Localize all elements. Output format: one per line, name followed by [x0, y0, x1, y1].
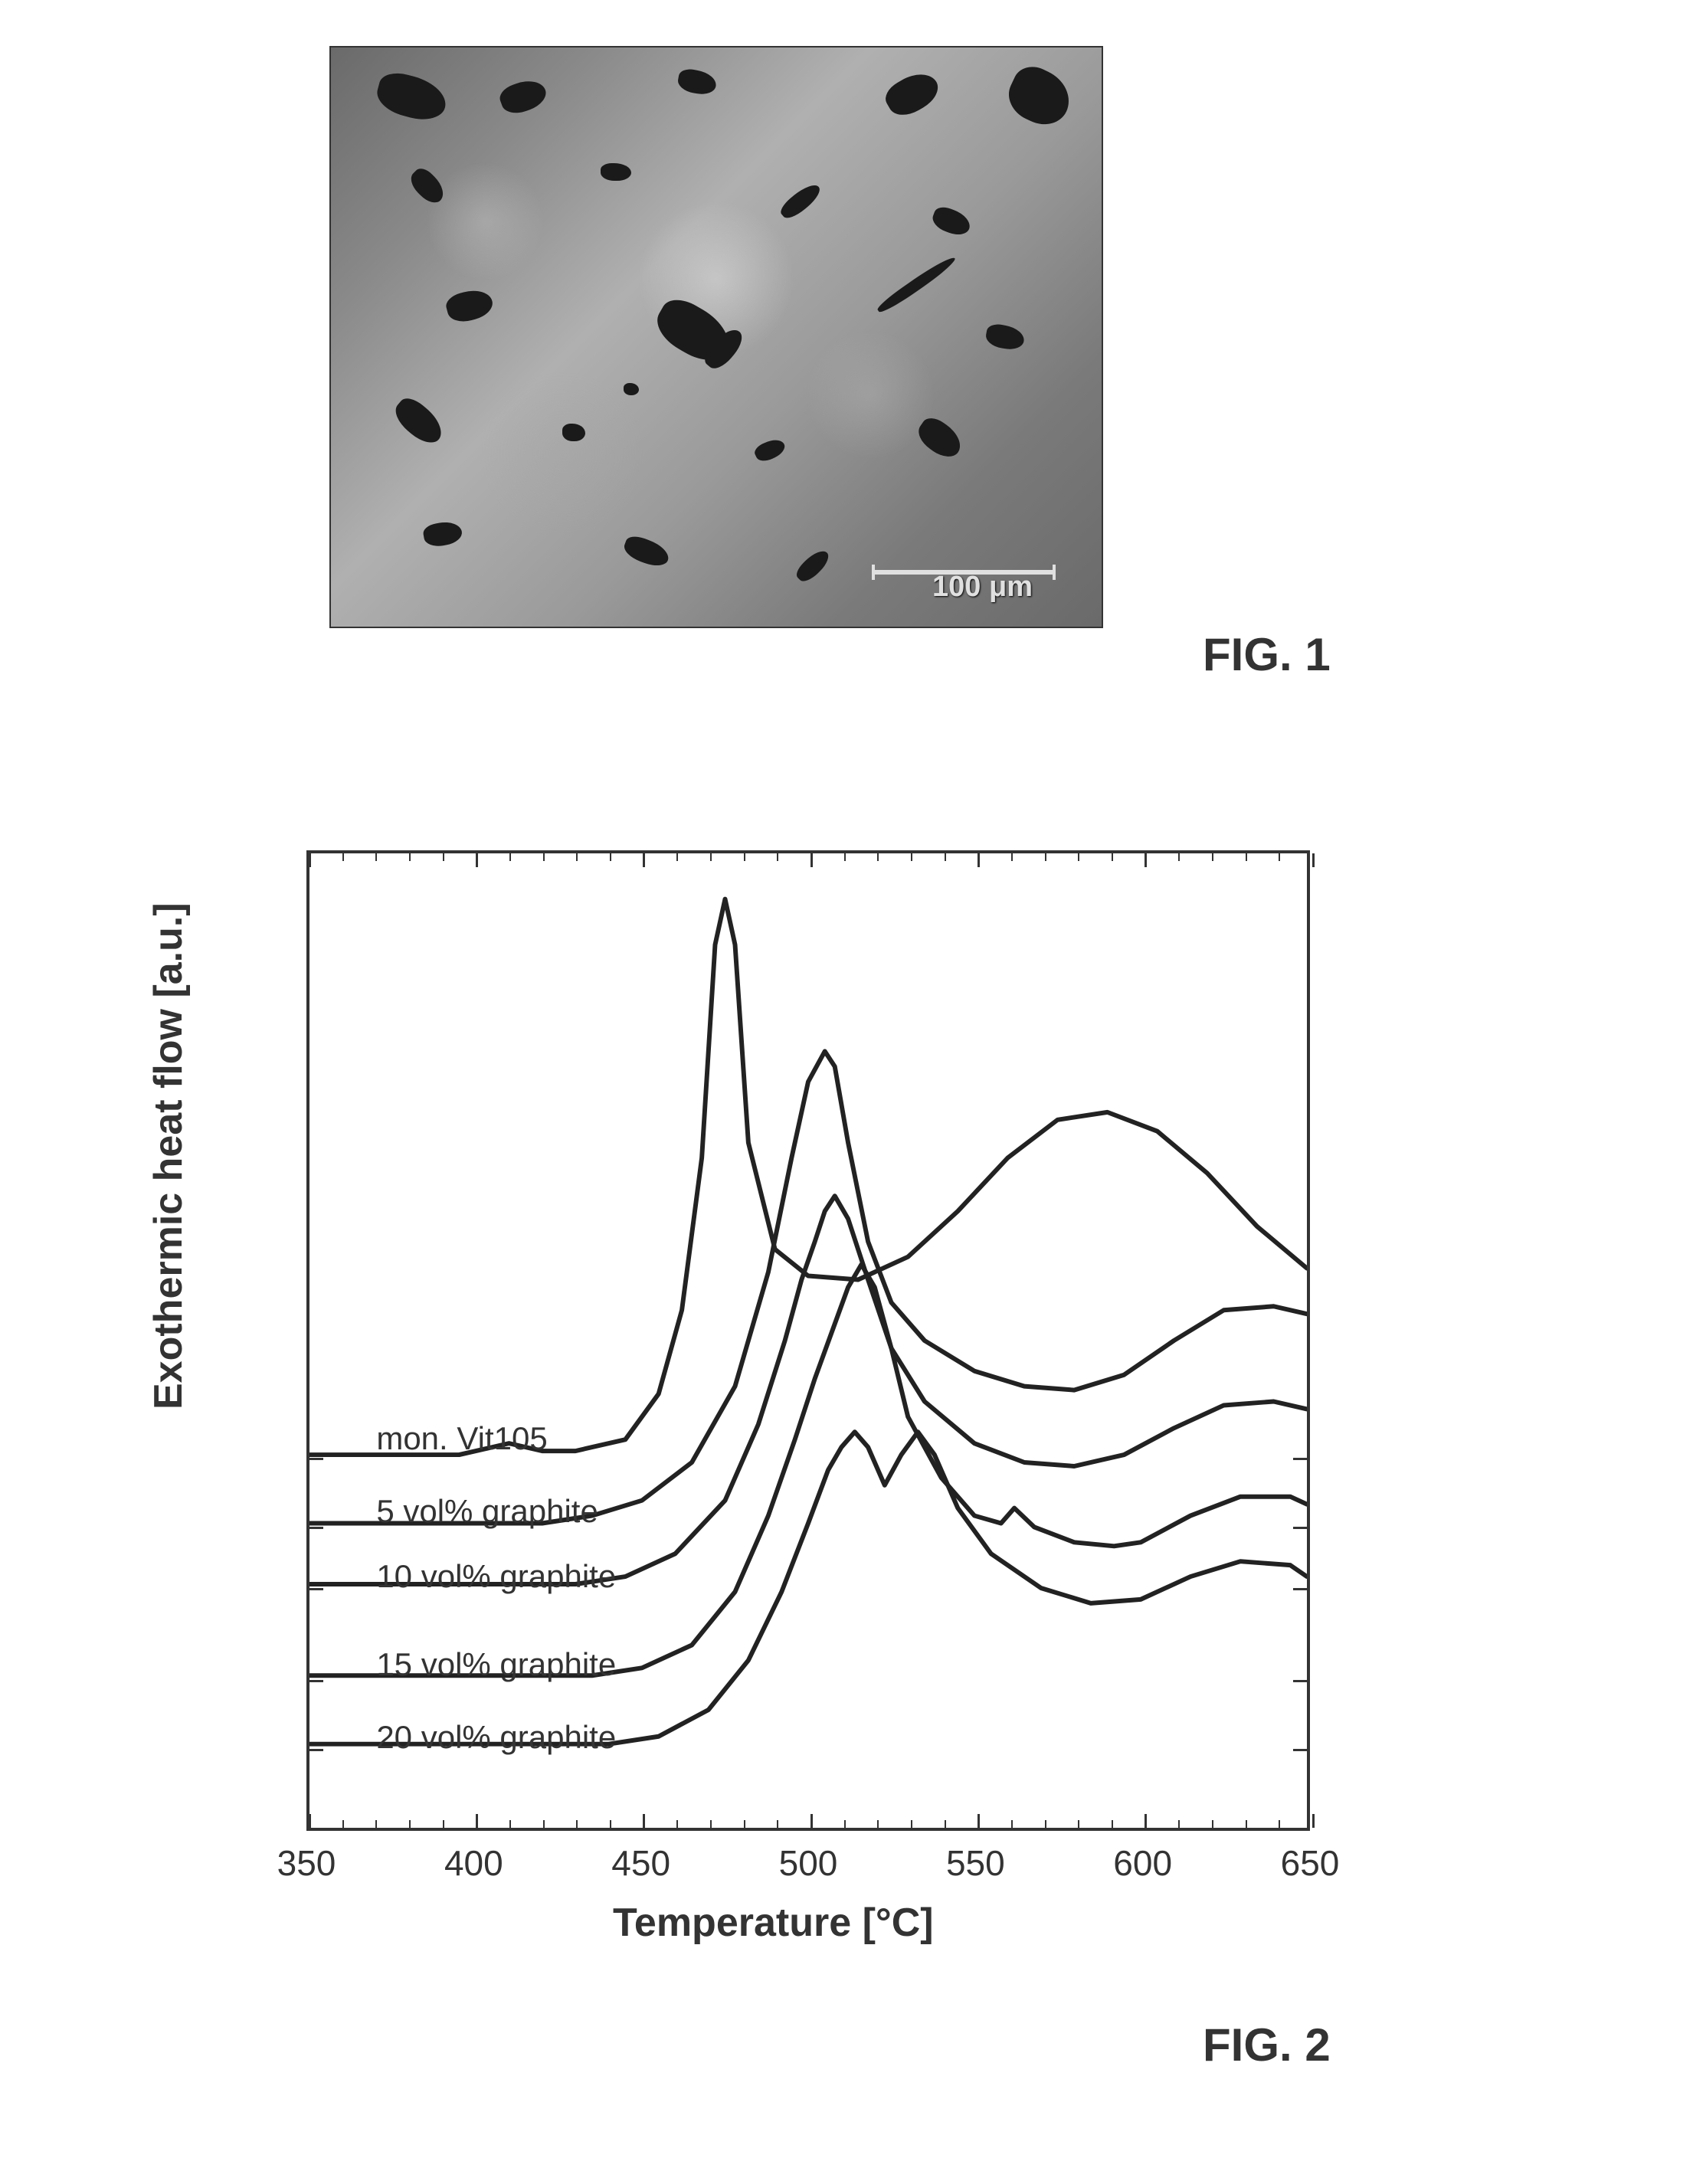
- x-tick-minor: [409, 853, 411, 861]
- x-tick-minor: [1045, 853, 1046, 861]
- x-tick: [1312, 853, 1315, 867]
- x-tick-minor: [777, 1820, 778, 1828]
- x-tick: [309, 853, 311, 867]
- x-tick-minor: [1246, 853, 1247, 861]
- scale-bar-text: 100 μm: [932, 571, 1033, 604]
- x-tick-minor: [1178, 853, 1180, 861]
- x-tick-minor: [777, 853, 778, 861]
- x-tick-minor: [1246, 1820, 1247, 1828]
- x-tick-label: 550: [946, 1842, 1005, 1884]
- curve-label: 15 vol% graphite: [376, 1646, 616, 1683]
- x-tick-minor: [911, 1820, 912, 1828]
- x-tick-minor: [375, 853, 377, 861]
- x-tick-label: 600: [1113, 1842, 1172, 1884]
- x-tick-minor: [676, 853, 678, 861]
- x-tick-minor: [676, 1820, 678, 1828]
- x-tick-minor: [1112, 853, 1113, 861]
- particle: [562, 424, 585, 441]
- x-tick: [309, 1814, 311, 1828]
- x-tick-minor: [543, 1820, 545, 1828]
- y-tick: [1293, 1680, 1307, 1682]
- y-tick: [1293, 1458, 1307, 1460]
- x-tick-minor: [1112, 1820, 1113, 1828]
- dsc-curve: [309, 899, 1307, 1455]
- x-tick-label: 500: [779, 1842, 838, 1884]
- figure-2-chart: Exothermic heat flow [a.u.] mon. Vit1055…: [192, 812, 1356, 1976]
- x-tick-minor: [543, 853, 545, 861]
- curve-label: 5 vol% graphite: [376, 1493, 598, 1530]
- x-tick: [476, 1814, 478, 1828]
- x-tick-minor: [877, 853, 879, 861]
- y-tick: [1293, 1527, 1307, 1529]
- x-axis-label: Temperature [°C]: [613, 1900, 934, 1946]
- x-tick-minor: [744, 1820, 745, 1828]
- y-tick: [309, 1588, 323, 1590]
- x-tick: [810, 1814, 813, 1828]
- x-tick: [1144, 853, 1147, 867]
- figure-1-label: FIG. 1: [1203, 628, 1331, 681]
- x-tick-minor: [877, 1820, 879, 1828]
- x-tick: [1144, 1814, 1147, 1828]
- x-tick: [977, 853, 980, 867]
- x-tick-minor: [342, 853, 344, 861]
- x-tick-minor: [610, 853, 611, 861]
- x-tick: [476, 853, 478, 867]
- x-tick-minor: [844, 1820, 846, 1828]
- x-tick-minor: [375, 1820, 377, 1828]
- x-tick-minor: [945, 853, 946, 861]
- x-tick-minor: [710, 853, 712, 861]
- curve-label: 10 vol% graphite: [376, 1558, 616, 1595]
- x-tick-minor: [710, 1820, 712, 1828]
- dsc-curve: [309, 1265, 1307, 1676]
- x-tick-label: 400: [444, 1842, 503, 1884]
- x-tick: [643, 1814, 645, 1828]
- curve-label: 20 vol% graphite: [376, 1719, 616, 1756]
- y-tick: [309, 1680, 323, 1682]
- x-tick-minor: [911, 853, 912, 861]
- chart-plot-area: mon. Vit105 5 vol% graphite 10 vol% graphi…: [306, 850, 1310, 1831]
- x-tick-minor: [1212, 1820, 1213, 1828]
- x-tick-minor: [509, 853, 511, 861]
- x-tick-minor: [1045, 1820, 1046, 1828]
- x-tick: [977, 1814, 980, 1828]
- x-tick-minor: [576, 1820, 578, 1828]
- y-tick: [1293, 1749, 1307, 1751]
- x-tick-label: 650: [1281, 1842, 1340, 1884]
- x-tick-minor: [1011, 853, 1013, 861]
- x-tick: [810, 853, 813, 867]
- x-tick-minor: [443, 1820, 444, 1828]
- particle: [624, 383, 639, 395]
- x-tick-minor: [1078, 1820, 1079, 1828]
- y-tick: [309, 1749, 323, 1751]
- x-tick-label: 350: [277, 1842, 336, 1884]
- x-tick-minor: [443, 853, 444, 861]
- x-tick-minor: [610, 1820, 611, 1828]
- figure-2-label: FIG. 2: [1203, 2019, 1331, 2071]
- x-tick-label: 450: [611, 1842, 670, 1884]
- x-tick-minor: [1279, 853, 1280, 861]
- y-tick: [309, 1527, 323, 1529]
- y-axis-label: Exothermic heat flow [a.u.]: [146, 902, 192, 1410]
- x-tick-minor: [1078, 853, 1079, 861]
- x-tick-minor: [576, 853, 578, 861]
- y-tick: [1293, 1588, 1307, 1590]
- curve-label: mon. Vit105: [376, 1420, 547, 1457]
- x-tick-minor: [844, 853, 846, 861]
- x-tick: [643, 853, 645, 867]
- x-tick-minor: [342, 1820, 344, 1828]
- x-tick-minor: [1279, 1820, 1280, 1828]
- x-tick: [1312, 1814, 1315, 1828]
- x-tick-minor: [509, 1820, 511, 1828]
- micrograph-image: 100 μm: [329, 46, 1103, 628]
- x-tick-minor: [1212, 853, 1213, 861]
- x-tick-minor: [1178, 1820, 1180, 1828]
- x-tick-minor: [1011, 1820, 1013, 1828]
- x-tick-minor: [409, 1820, 411, 1828]
- y-tick: [309, 1458, 323, 1460]
- x-tick-minor: [945, 1820, 946, 1828]
- particle: [601, 163, 631, 181]
- x-tick-minor: [744, 853, 745, 861]
- figure-1-micrograph: 100 μm: [329, 46, 1103, 628]
